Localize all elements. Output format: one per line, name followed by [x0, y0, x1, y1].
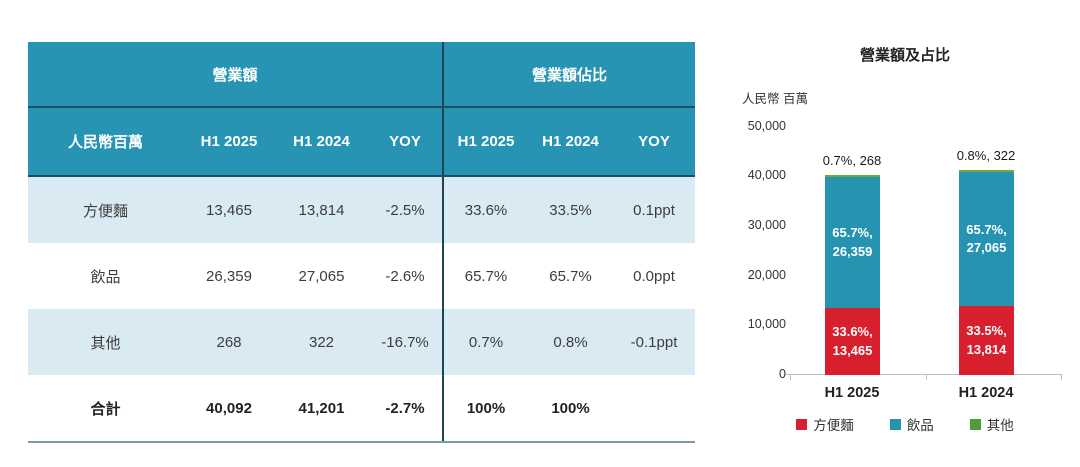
share-2025-cell: 33.6% [442, 176, 529, 243]
financial-table: 營業額 營業額佔比 人民幣百萬 H1 2025 H1 2024 YOY H1 2… [28, 42, 696, 443]
rev-yoy-cell: -2.7% [368, 375, 444, 443]
legend-swatch-teal-icon [889, 418, 901, 430]
legend-label: 方便麵 [813, 418, 854, 433]
bar-segment [825, 175, 880, 177]
rev-yoy-cell: -16.7% [368, 309, 444, 375]
share-yoy-cell: -0.1ppt [613, 309, 696, 375]
share-2024-cell: 0.8% [528, 309, 614, 375]
x-axis-line [786, 374, 1062, 375]
rev-2024-cell: 41,201 [275, 375, 368, 443]
plot-area: 33.6%, 13,465 65.7%, 26,359 33.5%, 13,814… [786, 127, 1062, 380]
row-label: 飲品 [90, 268, 121, 286]
axis-unit-label: 人民幣 百萬 [742, 92, 808, 106]
x-category-label: H1 2024 [958, 385, 1014, 401]
section-header-revenue-share: 營業額佔比 [442, 42, 696, 108]
stacked-bar-chart: 營業額及占比 人民幣 百萬 50,000 40,000 30,000 20,00… [730, 30, 1080, 467]
stacked-bar-h1-2025: 33.6%, 13,465 65.7%, 26,359 [825, 175, 880, 375]
y-tick-label: 10,000 [747, 317, 786, 331]
rev-2024-cell: 322 [275, 309, 368, 375]
x-category-label: H1 2025 [824, 385, 880, 401]
table-row-instant-noodles: 方便麵 13,465 13,814 -2.5% 33.6% 33.5% 0.1p… [28, 176, 696, 243]
share-2025-cell: 100% [442, 375, 529, 443]
y-tick-label: 20,000 [747, 268, 786, 282]
y-tick-label: 40,000 [747, 168, 786, 182]
bar-segment: 33.6%, 13,465 [825, 308, 880, 375]
y-tick-label: 50,000 [747, 119, 786, 133]
col-header-share-h1-2024: H1 2024 [528, 107, 614, 177]
col-header-rev-h1-2025: H1 2025 [183, 107, 275, 177]
bar-segment: 65.7%, 26,359 [825, 177, 880, 308]
row-label: 合計 [28, 375, 183, 443]
rev-2025-cell: 268 [183, 309, 275, 375]
y-tick-label: 0 [779, 367, 786, 381]
chart-legend: 方便麵 飲品 其他 [730, 414, 1080, 434]
share-2024-cell: 33.5% [528, 176, 614, 243]
above-bar-label: 0.8%, 322 [956, 148, 1016, 163]
table-section-header-row: 營業額 營業額佔比 [28, 42, 696, 108]
share-yoy-cell: 0.1ppt [613, 176, 696, 243]
chart-title: 營業額及占比 [859, 47, 950, 64]
table-column-header-row: 人民幣百萬 H1 2025 H1 2024 YOY H1 2025 H1 202… [28, 107, 696, 177]
share-yoy-cell [613, 375, 696, 443]
share-yoy-cell: 0.0ppt [633, 267, 675, 285]
rev-yoy-cell: -2.6% [385, 267, 425, 285]
rev-2025-cell: 26,359 [206, 267, 252, 285]
x-axis-tick [790, 375, 791, 380]
col-header-share-yoy: YOY [613, 107, 696, 177]
y-tick-label: 30,000 [747, 218, 786, 232]
x-axis-tick [926, 375, 927, 380]
legend-swatch-green-icon [969, 418, 981, 430]
rev-2024-cell: 13,814 [275, 176, 368, 243]
revenue-table: 營業額 營業額佔比 人民幣百萬 H1 2025 H1 2024 YOY H1 2… [28, 42, 696, 443]
legend-item-instant-noodles: 方便麵 [796, 414, 854, 434]
share-2024-cell: 65.7% [549, 267, 592, 285]
table-row-others: 其他 268 322 -16.7% 0.7% 0.8% -0.1ppt [28, 309, 696, 375]
above-bar-label: 0.7%, 268 [822, 153, 882, 168]
row-label: 方便麵 [28, 176, 183, 243]
bar-segment: 65.7%, 27,065 [959, 172, 1014, 306]
rev-yoy-cell: -2.5% [368, 176, 444, 243]
table-row-total: 合計 40,092 41,201 -2.7% 100% 100% [28, 375, 696, 443]
table-row-beverages: 飲品 26,359 27,065 -2.6% 65.7% 65.7% 0.0pp… [28, 243, 695, 309]
legend-label: 飲品 [906, 418, 934, 433]
bar-segment [959, 170, 1014, 172]
col-header-unit: 人民幣百萬 [28, 107, 183, 177]
stacked-bar-h1-2024: 33.5%, 13,814 65.7%, 27,065 [959, 170, 1014, 375]
col-header-share-h1-2025: H1 2025 [442, 107, 529, 177]
share-2025-cell: 65.7% [442, 243, 529, 309]
x-axis-tick [1061, 375, 1062, 380]
rev-2024-cell: 27,065 [298, 267, 345, 285]
share-2025-cell: 0.7% [442, 309, 529, 375]
legend-swatch-red-icon [796, 418, 808, 430]
rev-2025-cell: 40,092 [183, 375, 275, 443]
col-header-rev-yoy: YOY [368, 107, 444, 177]
legend-label: 其他 [986, 418, 1014, 433]
col-header-rev-h1-2024: H1 2024 [275, 107, 368, 177]
legend-item-beverages: 飲品 [889, 414, 934, 434]
section-header-revenue: 營業額 [28, 42, 444, 108]
row-label: 其他 [28, 309, 183, 375]
legend-item-others: 其他 [969, 414, 1014, 434]
bar-segment: 33.5%, 13,814 [959, 306, 1014, 375]
rev-2025-cell: 13,465 [183, 176, 275, 243]
share-2024-cell: 100% [528, 375, 614, 443]
